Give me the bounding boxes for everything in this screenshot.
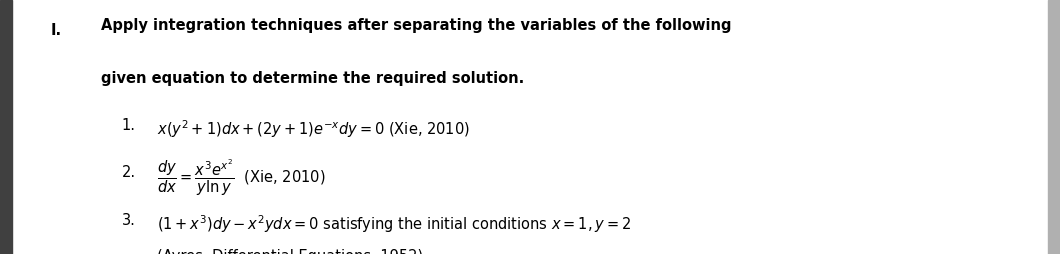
Text: 1.: 1.	[122, 118, 136, 133]
Text: given equation to determine the required solution.: given equation to determine the required…	[101, 71, 524, 86]
Text: 2.: 2.	[122, 165, 136, 180]
Text: I.: I.	[51, 23, 61, 38]
Text: 3.: 3.	[122, 213, 136, 228]
Text: $(1 + x^3)dy - x^2 ydx = 0$ satisfying the initial conditions $x = 1, y = 2$: $(1 + x^3)dy - x^2 ydx = 0$ satisfying t…	[157, 213, 631, 235]
Bar	[1048, 0, 1060, 254]
Text: $x(y^2 + 1)dx + (2y + 1)e^{-x}dy = 0$ (Xie, 2010): $x(y^2 + 1)dx + (2y + 1)e^{-x}dy = 0$ (X…	[157, 118, 470, 140]
Text: $\dfrac{dy}{dx} = \dfrac{x^3 e^{x^2}}{y\ln y}$  (Xie, 2010): $\dfrac{dy}{dx} = \dfrac{x^3 e^{x^2}}{y\…	[157, 157, 325, 198]
Text: (Ayres, Differential Equations, 1952): (Ayres, Differential Equations, 1952)	[157, 249, 423, 254]
Bar	[0, 0, 12, 254]
Text: Apply integration techniques after separating the variables of the following: Apply integration techniques after separ…	[101, 18, 731, 33]
